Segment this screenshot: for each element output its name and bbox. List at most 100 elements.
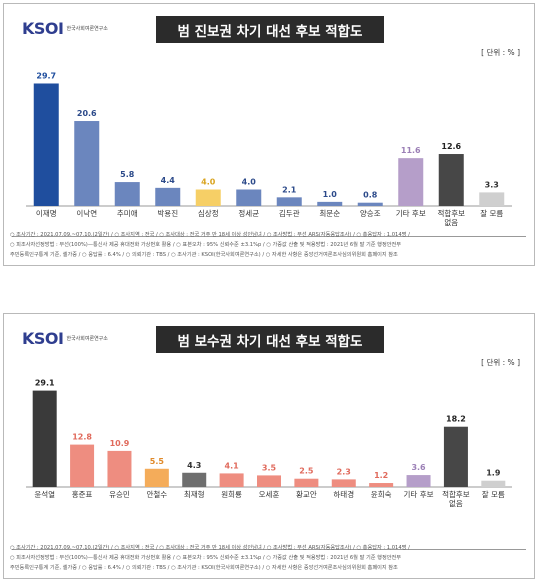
data-label: 1.9 [486,469,501,478]
data-label: 11.6 [401,146,421,155]
chart-title: 범 보수권 차기 대선 후보 적합도 [156,326,384,353]
chart-panel-progressive: KSOI 한국사회여론연구소 범 진보권 차기 대선 후보 적합도 [ 단위 :… [3,3,535,266]
x-tick-label: 최문순 [319,208,340,218]
data-label: 12.6 [441,142,461,151]
logo-mark: KSOI [22,329,64,348]
x-tick-label: 심상정 [198,208,219,218]
data-label: 4.1 [225,461,240,470]
x-tick-label: 이낙연 [76,208,97,218]
x-tick-label: 잘 모름 [480,209,503,218]
data-label: 10.9 [110,439,130,448]
ksoi-logo: KSOI 한국사회여론연구소 [22,19,108,38]
bar [331,479,356,487]
unit-label: [ 단위 : % ] [481,48,520,57]
bar [114,182,140,206]
footer-line: 주민등록인구통계 기준, 셀가중 / ○ 응답률 : 6.4% / ○ 의뢰기관… [10,565,398,571]
data-label: 4.0 [201,178,216,187]
x-tick-label: 적합후보 [437,208,465,218]
logo-org-name: 한국사회여론연구소 [66,336,108,342]
bar [369,483,394,487]
bar-chart: 29.7 이재명 20.6 이낙연 5.8 추미애 4.4 박용진 4.0 심상정 4.0 정세균 2.… [26,71,512,227]
bar [195,189,221,206]
x-tick-label: 기타 후보 [396,209,426,218]
data-label: 1.2 [374,471,388,480]
footer-divider [12,549,526,550]
data-label: 29.7 [36,71,56,80]
data-label: 4.3 [187,461,201,470]
bar [317,201,343,206]
x-tick-label: 이재명 [36,208,57,218]
bar [257,475,281,487]
data-label: 18.2 [446,415,466,424]
bar [236,189,262,206]
footer-divider [12,236,526,237]
footer-line: ○ 조사기간 : 2021.07.09.~07.10.(2일간) / ○ 조사지… [10,232,410,238]
bar [406,475,431,487]
bar-chart: 29.1 윤석열 12.8 홍준표 10.9 유승민 5.5 안철수 4.3 최재형 4.1 원희룡 3… [26,379,512,508]
x-tick-label: 하태경 [333,489,354,499]
bar [70,444,95,487]
x-tick-label: 최재형 [184,489,205,499]
data-label: 3.6 [411,463,426,472]
ksoi-logo: KSOI 한국사회여론연구소 [22,329,108,348]
data-label: 5.8 [120,170,135,179]
survey-footer: ○ 조사기간 : 2021.07.09.~07.10.(2일간) / ○ 조사지… [10,543,528,573]
footer-line: ○ 피조사자선정방법 : 무선(100%)—통신사 제공 휴대전화 가상번호 활… [10,242,402,248]
bar [438,154,464,206]
x-tick-label: 없음 [449,499,463,508]
x-tick-label: 적합후보 [442,489,470,499]
x-tick-label: 홍준표 [72,489,93,499]
data-label: 5.5 [150,457,165,466]
footer-line: 주민등록인구통계 기준, 셀가중 / ○ 응답률 : 6.4% / ○ 의뢰기관… [10,252,398,258]
data-label: 3.5 [262,463,277,472]
data-label: 1.0 [323,190,338,199]
bar [398,158,424,206]
data-label: 4.4 [161,176,176,185]
x-tick-label: 양승조 [360,209,381,218]
bar [182,472,207,487]
chart-panel-conservative: KSOI 한국사회여론연구소 범 보수권 차기 대선 후보 적합도 [ 단위 :… [3,313,535,579]
footer-line: ○ 조사기간 : 2021.07.09.~07.10.(2일간) / ○ 조사지… [10,545,410,551]
bar [32,390,57,487]
x-tick-label: 없음 [444,218,458,227]
data-label: 2.5 [299,467,314,476]
bar [155,187,181,206]
bar [479,192,505,206]
data-label: 2.3 [337,467,351,476]
bar [74,121,100,206]
data-label: 3.3 [485,180,499,189]
data-label: 2.1 [282,185,297,194]
x-tick-label: 잘 모름 [482,490,505,499]
bar [276,197,302,206]
bar [33,83,59,206]
logo-org-name: 한국사회여론연구소 [66,26,108,32]
x-tick-label: 원희룡 [221,489,242,499]
bar [144,468,169,487]
x-tick-label: 윤석열 [34,489,55,499]
x-tick-label: 기타 후보 [404,490,434,499]
bar [219,473,244,487]
x-tick-label: 오세훈 [259,489,280,499]
x-tick-label: 황교안 [296,489,317,499]
x-tick-label: 안철수 [146,489,167,499]
data-label: 29.1 [35,379,55,388]
bar [443,426,468,487]
data-label: 20.6 [77,109,97,118]
data-label: 4.0 [242,178,257,187]
unit-label: [ 단위 : % ] [481,358,520,367]
x-tick-label: 박용진 [157,208,178,218]
footer-line: ○ 피조사자선정방법 : 무선(100%)—통신사 제공 휴대전화 가상번호 활… [10,555,402,561]
chart-title: 범 진보권 차기 대선 후보 적합도 [156,16,384,43]
x-tick-label: 윤희숙 [371,489,392,499]
survey-footer: ○ 조사기간 : 2021.07.09.~07.10.(2일간) / ○ 조사지… [10,230,528,260]
x-tick-label: 정세균 [238,208,259,218]
logo-mark: KSOI [22,19,64,38]
bar [357,202,383,206]
x-tick-label: 추미애 [117,209,138,218]
x-tick-label: 유승민 [109,489,130,499]
bar [107,450,132,487]
bar [294,478,319,487]
bar [481,480,506,487]
data-label: 12.8 [72,433,92,442]
data-label: 0.8 [363,191,378,200]
